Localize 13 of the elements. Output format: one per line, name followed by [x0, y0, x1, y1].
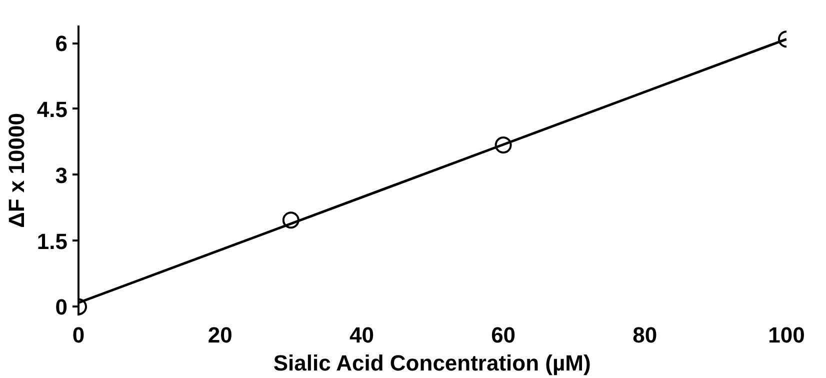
x-tick-label: 0	[72, 322, 85, 348]
y-tick-label: 0	[55, 294, 68, 320]
x-axis-title: Sialic Acid Concentration (µM)	[273, 350, 591, 376]
x-tick-label: 60	[491, 322, 516, 348]
x-tick-label: 20	[208, 322, 232, 348]
y-tick-label: 1.5	[36, 228, 68, 254]
x-tick-label: 80	[632, 322, 658, 348]
y-tick-label: 3	[55, 162, 68, 188]
y-tick-label: 6	[55, 31, 68, 56]
y-tick-label: 4.5	[36, 96, 68, 122]
x-tick-label: 40	[349, 322, 374, 348]
x-tick-label: 100	[768, 322, 805, 348]
y-axis-title: ΔF x 10000	[4, 113, 29, 228]
